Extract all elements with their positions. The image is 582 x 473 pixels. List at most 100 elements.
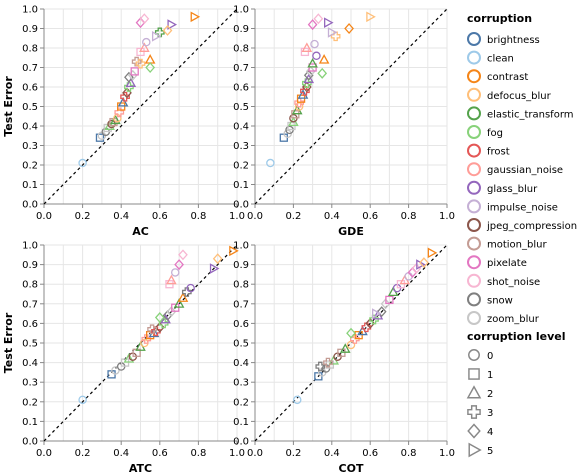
y-tick-label: 0.1 (22, 180, 38, 191)
legend-swatch (467, 69, 481, 84)
y-tick-label: 0.5 (22, 339, 38, 350)
x-tick-label: 0.8 (401, 448, 417, 459)
x-tick-label: 0.0 (36, 211, 52, 222)
data-point (366, 11, 376, 23)
x-tick-label: 0.4 (324, 211, 340, 222)
y-tick-label: 0.0 (22, 437, 38, 448)
legend-title-corruption: corruption (467, 12, 532, 25)
y-tick-label: 0.1 (233, 417, 249, 428)
x-tick-label: 0.6 (362, 448, 378, 459)
legend-swatch (467, 180, 481, 195)
x-tick-label: 0.8 (190, 448, 206, 459)
data-point (427, 247, 438, 259)
legend-shape-diamond-icon (467, 423, 481, 439)
legend-item-label: shot_noise (487, 277, 540, 288)
x-tick-label: 1.0 (229, 448, 245, 459)
data-point (327, 27, 338, 38)
data-point (376, 306, 387, 318)
legend-level-label: 1 (487, 370, 493, 381)
x-tick-label: 1.0 (439, 448, 455, 459)
legend-shape-cross-icon (467, 405, 481, 419)
y-tick-label: 0.9 (233, 24, 249, 35)
y-tick-label: 0.5 (22, 102, 38, 113)
legend-item-label: zoom_blur (487, 314, 540, 325)
data-point (305, 65, 316, 77)
data-point (151, 30, 162, 42)
data-point (186, 283, 195, 293)
legend-item-label: brightness (487, 35, 540, 46)
scatter-panel-3: 0.0 0.1 0.2 0.3 0.4 0.5 0.6 0.7 0.8 0.9 1.0 0.0 0.2 0… (233, 241, 455, 473)
data-point (123, 353, 135, 363)
data-point (154, 27, 165, 38)
y-tick-label: 0.8 (233, 280, 249, 291)
legend-shape-triangle-right-icon (468, 442, 482, 458)
data-point (339, 343, 351, 353)
x-tick-label: 0.4 (113, 448, 129, 459)
x-axis-title: ATC (129, 462, 152, 473)
data-point (141, 334, 152, 344)
diagonal-reference-line (43, 8, 238, 205)
legend-shape-square-icon (468, 368, 480, 380)
x-tick-label: 0.2 (285, 211, 301, 222)
x-tick-label: 0.8 (190, 211, 206, 222)
y-tick-label: 0.4 (22, 358, 38, 369)
data-point (110, 114, 121, 125)
data-point (166, 306, 177, 318)
y-tick-label: 0.3 (233, 141, 249, 152)
data-point (303, 73, 315, 84)
y-tick-label: 0.6 (22, 319, 38, 330)
legend-item-label: contrast (487, 72, 528, 83)
y-tick-label: 0.2 (233, 397, 249, 408)
y-tick-label: 0.1 (22, 417, 38, 428)
y-axis-title: Test Error (2, 312, 15, 373)
x-tick-label: 0.4 (113, 211, 129, 222)
data-point (307, 57, 318, 68)
legend-swatch (467, 32, 481, 46)
data-point (318, 54, 330, 64)
data-point (209, 263, 220, 274)
data-point (301, 78, 312, 88)
diagonal-reference-line (254, 8, 448, 205)
data-point (212, 253, 223, 265)
legend-item-label: elastic_transform (487, 109, 574, 120)
legend-title-level: corruption level (467, 330, 566, 343)
data-point (130, 67, 139, 76)
legend-level-label: 3 (487, 408, 493, 419)
x-tick-label: 0.0 (36, 448, 52, 459)
legend-shape-circle-icon (468, 349, 480, 361)
data-point (145, 62, 156, 73)
data-point (78, 158, 87, 168)
data-point (144, 54, 156, 64)
y-tick-label: 0.2 (233, 161, 249, 172)
data-point (178, 249, 188, 261)
y-tick-label: 0.9 (233, 260, 249, 271)
legend-level-label: 5 (487, 446, 493, 457)
y-tick-label: 0.6 (233, 83, 249, 94)
data-point (294, 97, 305, 108)
y-tick-label: 0.7 (233, 299, 249, 310)
scatter-panel-2: 0.0 0.1 0.2 0.3 0.4 0.5 0.6 0.7 0.8 0.9 1.0 0.0 0.2 0… (2, 241, 245, 473)
y-tick-label: 0.9 (22, 260, 38, 271)
legend-item-label: snow (487, 295, 513, 306)
y-tick-label: 0.7 (22, 299, 38, 310)
y-tick-label: 0.0 (233, 437, 249, 448)
data-point (380, 298, 391, 310)
legend-swatch (467, 255, 481, 270)
x-tick-label: 0.6 (362, 211, 378, 222)
data-point (147, 324, 157, 335)
legend-item-label: clean (487, 54, 514, 65)
data-point (114, 107, 125, 118)
legend-item-label: defocus_blur (487, 91, 552, 102)
y-tick-label: 1.0 (22, 5, 38, 16)
legend-item-label: pixelate (487, 258, 527, 269)
data-point (324, 17, 334, 28)
legend-swatch (467, 162, 481, 177)
legend-item-label: gaussian_noise (487, 165, 563, 176)
data-point (292, 395, 302, 405)
legend-swatch (467, 87, 481, 102)
data-point (307, 19, 318, 31)
data-point (173, 298, 185, 308)
data-point (323, 357, 333, 368)
scatter-panel-1: 0.0 0.1 0.2 0.3 0.4 0.5 0.6 0.7 0.8 0.9 1.0 0.0 0.2 0… (233, 5, 455, 239)
